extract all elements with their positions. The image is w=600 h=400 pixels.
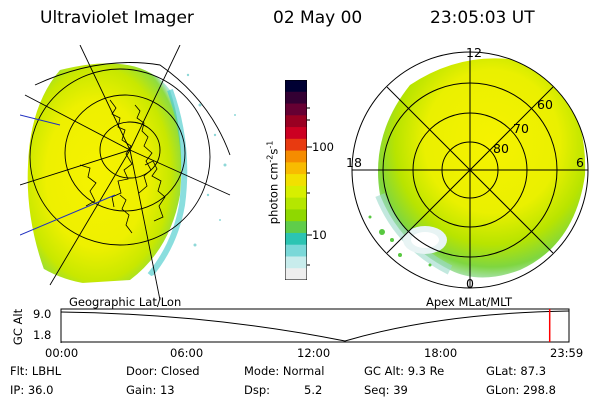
timeline-tick-1: 06:00 bbox=[170, 346, 204, 360]
mlt-label-0: 0 bbox=[466, 276, 474, 291]
right-panel-caption: Apex MLat/MLT bbox=[426, 295, 513, 309]
instrument-title: Ultraviolet Imager bbox=[40, 8, 194, 28]
gc-alt-status: GC Alt: 9.3 Re bbox=[364, 364, 445, 378]
colorbar bbox=[285, 80, 307, 280]
colorbar-stripe bbox=[285, 138, 307, 152]
colorbar-stripe bbox=[285, 232, 307, 246]
colorbar-stripe bbox=[285, 197, 307, 210]
gain-status: Gain: 13 bbox=[126, 383, 175, 397]
dsp-label: Dsp: bbox=[244, 383, 271, 397]
colorbar-stripe bbox=[285, 174, 307, 187]
mode-status: Mode: Normal bbox=[244, 364, 325, 378]
colorbar-stripe bbox=[285, 209, 307, 222]
dsp-value: 5.2 bbox=[304, 383, 323, 397]
timeline-tick-2: 12:00 bbox=[297, 346, 331, 360]
geographic-image bbox=[20, 45, 236, 300]
colorbar-stripe bbox=[285, 185, 307, 199]
colorbar-stripe bbox=[285, 115, 307, 128]
observation-date: 02 May 00 bbox=[273, 8, 363, 28]
colorbar-stripe bbox=[285, 80, 307, 93]
observation-time: 23:05:03 UT bbox=[430, 8, 535, 28]
left-panel-caption: Geographic Lat/Lon bbox=[69, 295, 182, 309]
colorbar-stripe bbox=[285, 103, 307, 116]
filter-status: Flt: LBHL bbox=[10, 364, 62, 378]
colorbar-stripe bbox=[285, 256, 307, 269]
colorbar-stripe bbox=[285, 127, 307, 140]
timeline-tick-3: 18:00 bbox=[424, 346, 458, 360]
polar-image bbox=[351, 51, 589, 289]
colorbar-tick-100: 100 bbox=[312, 140, 334, 154]
glat-status: GLat: 87.3 bbox=[486, 364, 547, 378]
colorbar-label: photon cm-2s-1 bbox=[265, 140, 281, 225]
timeline-tick-4: 23:59 bbox=[550, 346, 584, 360]
mlt-label-12: 12 bbox=[466, 45, 482, 60]
colorbar-stripes bbox=[285, 80, 307, 280]
timeline-ylabel: GC Alt bbox=[11, 308, 25, 346]
mlt-label-6: 6 bbox=[576, 155, 584, 170]
colorbar-stripe bbox=[285, 268, 307, 280]
colorbar-stripe bbox=[285, 150, 307, 163]
timeline-y-high: 9.0 bbox=[33, 307, 52, 321]
colorbar-stripe bbox=[285, 91, 307, 105]
seq-status: Seq: 39 bbox=[364, 383, 408, 397]
mlat-label-60: 60 bbox=[537, 97, 553, 112]
colorbar-stripe bbox=[285, 162, 307, 175]
colorbar-axis bbox=[307, 107, 312, 266]
timeline-tick-0: 00:00 bbox=[45, 346, 79, 360]
door-status: Door: Closed bbox=[126, 364, 200, 378]
colorbar-stripe bbox=[285, 221, 307, 234]
mlat-label-70: 70 bbox=[513, 121, 529, 136]
timeline-plot bbox=[60, 308, 570, 343]
colorbar-stripe bbox=[285, 244, 307, 257]
mlt-label-18: 18 bbox=[346, 155, 362, 170]
glon-status: GLon: 298.8 bbox=[486, 383, 556, 397]
timeline-y-low: 1.8 bbox=[33, 328, 52, 342]
ip-status: IP: 36.0 bbox=[10, 383, 54, 397]
mlat-label-80: 80 bbox=[493, 141, 509, 156]
colorbar-tick-10: 10 bbox=[312, 228, 327, 242]
